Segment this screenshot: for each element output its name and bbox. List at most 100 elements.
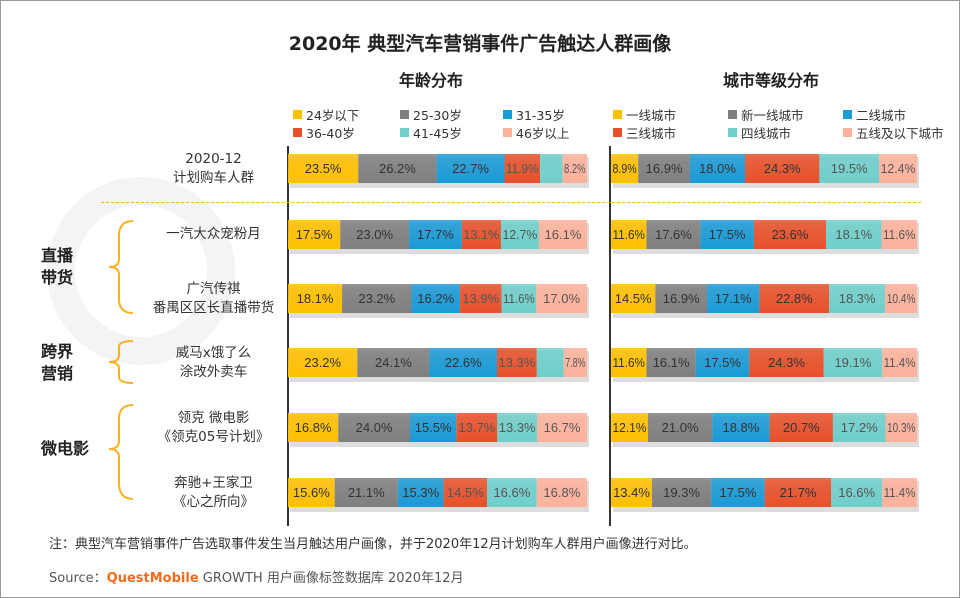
bar-segment [882,478,917,507]
row-label: 2020-12 计划购车人群 [173,151,254,186]
data-label: 11.4% [884,485,916,500]
row-label: 威马x饿了么 涂改外卖车 [175,345,252,380]
legend-swatch [293,110,302,119]
data-label: 16.9% [663,291,700,306]
legend-item: 25-30岁 [400,105,462,124]
bar-segment [712,413,770,442]
city-subtitle: 城市等级分布 [722,71,819,90]
bar-segment [497,413,538,442]
age-axis-line [287,146,289,526]
data-label: 7.8% [565,355,586,370]
data-label: 16.8% [295,420,332,435]
source-line: Source：QuestMobile GROWTH 用户画像标签数据库 2020… [49,571,464,586]
legend-swatch [503,128,512,137]
legend-swatch [613,110,622,119]
data-label: 20.7% [783,420,820,435]
data-label: 15.6% [293,485,330,500]
data-label: 17.1% [715,291,752,306]
bar-segment [819,154,880,183]
data-label: 23.5% [305,161,342,176]
bar-segment [436,154,505,183]
legend-swatch [843,128,852,137]
bar-segment [497,348,537,377]
group-brackets [108,220,134,500]
data-label: 17.6% [655,227,692,242]
data-label: 19.1% [834,355,871,370]
data-label: 23.2% [304,355,341,370]
legend-item: 二线城市 [843,105,906,124]
bar-segment [826,220,882,249]
row-label: 奔驰+王家卫 《心之所向》 [173,475,254,510]
data-label: 13.1% [463,227,500,242]
bar-segment [563,348,587,377]
data-label: 18.1% [297,291,334,306]
data-label: 16.6% [493,485,530,500]
brand-name: QuestMobile [106,571,199,586]
chart-title: 2020年 典型汽车营销事件广告触达人群画像 [288,33,672,55]
bar-segment [764,478,832,507]
bar-segment [288,413,339,442]
bar-segment [340,220,409,249]
data-label: 19.5% [831,161,868,176]
legend-swatch [400,128,409,137]
row-label: 一汽大众宠粉月 [166,226,261,242]
bar-segment [700,220,754,249]
data-label: 16.2% [417,291,454,306]
bar-segment [769,413,833,442]
data-label: 17.5% [720,485,757,500]
bar-segment [537,413,587,442]
bar-segment [882,348,917,377]
data-label: 15.3% [402,485,439,500]
bar-segment [288,220,341,249]
legend-swatch [728,110,737,119]
data-label: 14.5% [615,291,652,306]
bar-segment [707,284,760,313]
data-label: 16.9% [646,161,683,176]
bar-segment [832,413,886,442]
bar-segment [358,154,437,183]
data-label: 11.6% [612,227,645,242]
data-label: 24.3% [768,355,805,370]
bar-segment [538,220,587,249]
data-label: 21.0% [662,420,699,435]
data-label: 12.4% [881,161,916,176]
bar-segment [536,284,587,313]
bar-segment [646,220,701,249]
data-label: 23.2% [358,291,395,306]
bar-segment [611,348,647,377]
bar-segment [342,284,412,313]
data-label: 24.3% [764,161,801,176]
bar-segment [536,348,564,377]
bar-segment [501,284,537,313]
data-label: 19.3% [663,485,700,500]
data-label: 13.7% [458,420,495,435]
bar-segment [759,284,830,313]
data-label: 16.6% [838,485,875,500]
watermark-logo [47,177,235,365]
bar-segment [338,413,410,442]
bar-segment [536,478,587,507]
data-label: 22.8% [776,291,813,306]
data-label: 10.3% [887,420,916,435]
bar-segment [646,348,696,377]
bar-segment [695,348,750,377]
footnote: 注：典型汽车营销事件广告选取事件发生当月触达用户画像，并于2020年12月计划购… [49,537,697,552]
bar-segment [562,154,587,183]
bar-segment [397,478,444,507]
legend-item: 新一线城市 [728,105,804,124]
bar-segment [611,413,648,442]
bar-segment [288,478,335,507]
bar-segment [829,284,886,313]
bar-segment [655,284,708,313]
bar-segment [429,348,498,377]
bar-segment [885,413,917,442]
group-label-livestream: 直播 带货 [41,246,74,287]
data-label: 16.1% [653,355,690,370]
data-label: 13.9% [462,291,499,306]
data-label: 17.0% [543,291,580,306]
bar-segment [652,478,712,507]
legend-swatch [728,128,737,137]
group-label-crossover: 跨界 营销 [41,342,74,383]
data-label: 18.0% [699,161,736,176]
